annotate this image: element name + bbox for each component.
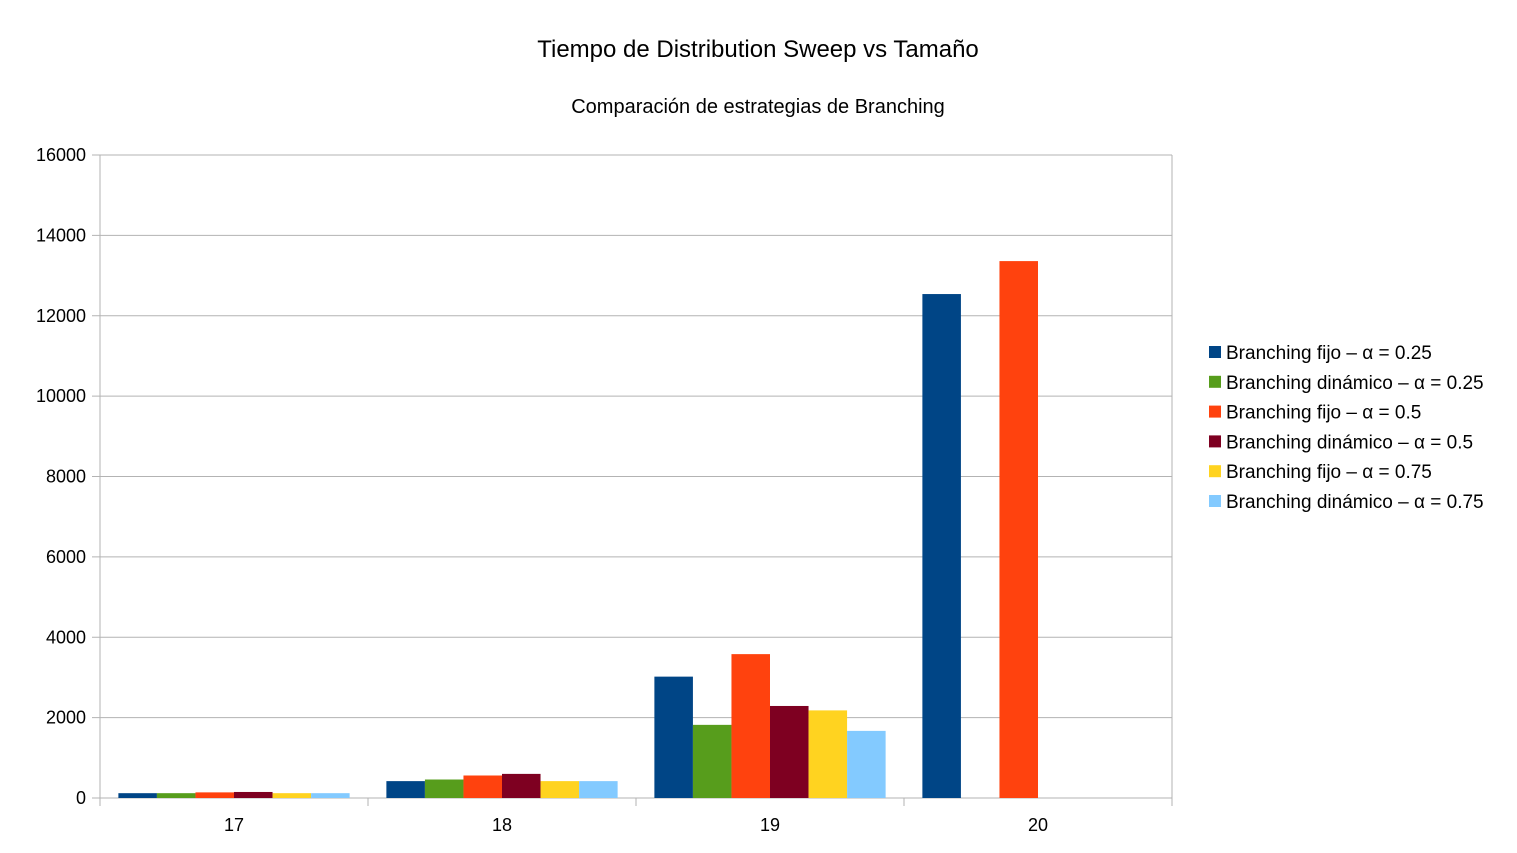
bar [195,792,234,798]
y-tick-label: 6000 [46,547,86,567]
y-tick-label: 0 [76,788,86,808]
y-tick-label: 4000 [46,627,86,647]
bar [808,710,848,798]
legend-label: Branching fijo – α = 0.5 [1226,403,1421,424]
legend-swatch [1209,465,1221,478]
legend-swatch [1209,375,1221,388]
bar [118,793,157,798]
y-tick-label: 16000 [36,145,86,165]
bar [463,775,502,798]
bar [770,705,809,798]
bar [424,779,464,798]
legend-swatch [1209,495,1221,507]
y-tick-label: 2000 [46,708,86,728]
bar [922,294,961,798]
y-tick-label: 10000 [36,386,86,406]
bar [386,781,425,798]
axes: 0 2000 4000 6000 8000 10000 12000 14000 16000 17 1… [36,145,1173,835]
legend-label: Branching fijo – α = 0.25 [1226,343,1432,364]
bar [579,781,618,798]
bar [502,773,541,798]
legend-swatch [1209,346,1221,358]
bar [692,724,732,798]
x-tick-label: 20 [1028,815,1048,835]
y-tick-label: 12000 [36,306,86,326]
x-tick-label: 18 [492,815,512,835]
bar [847,730,886,798]
gridlines [100,154,1172,799]
chart-title: Tiempo de Distribution Sweep vs Tamaño [537,36,979,63]
bar [540,781,580,798]
bar [311,793,350,798]
legend-label: Branching dinámico – α = 0.75 [1226,492,1484,513]
x-tick-label: 17 [224,815,244,835]
x-tick-label: 19 [760,815,780,835]
bar [999,261,1038,799]
bar [156,793,196,798]
legend-label: Branching dinámico – α = 0.5 [1226,432,1473,453]
legend-swatch [1209,405,1221,418]
y-tick-label: 14000 [36,225,86,245]
bars [118,261,1038,799]
legend-swatch [1209,435,1221,448]
bar [654,676,693,798]
y-tick-label: 8000 [46,467,86,487]
bar [234,791,273,798]
legend: Branching fijo – α = 0.25 Branching dinám… [1209,343,1484,513]
legend-label: Branching dinámico – α = 0.25 [1226,373,1484,394]
bar [272,793,312,798]
legend-label: Branching fijo – α = 0.75 [1226,462,1432,483]
chart-subtitle: Comparación de estrategias de Branching [571,96,945,118]
bar [731,654,770,798]
